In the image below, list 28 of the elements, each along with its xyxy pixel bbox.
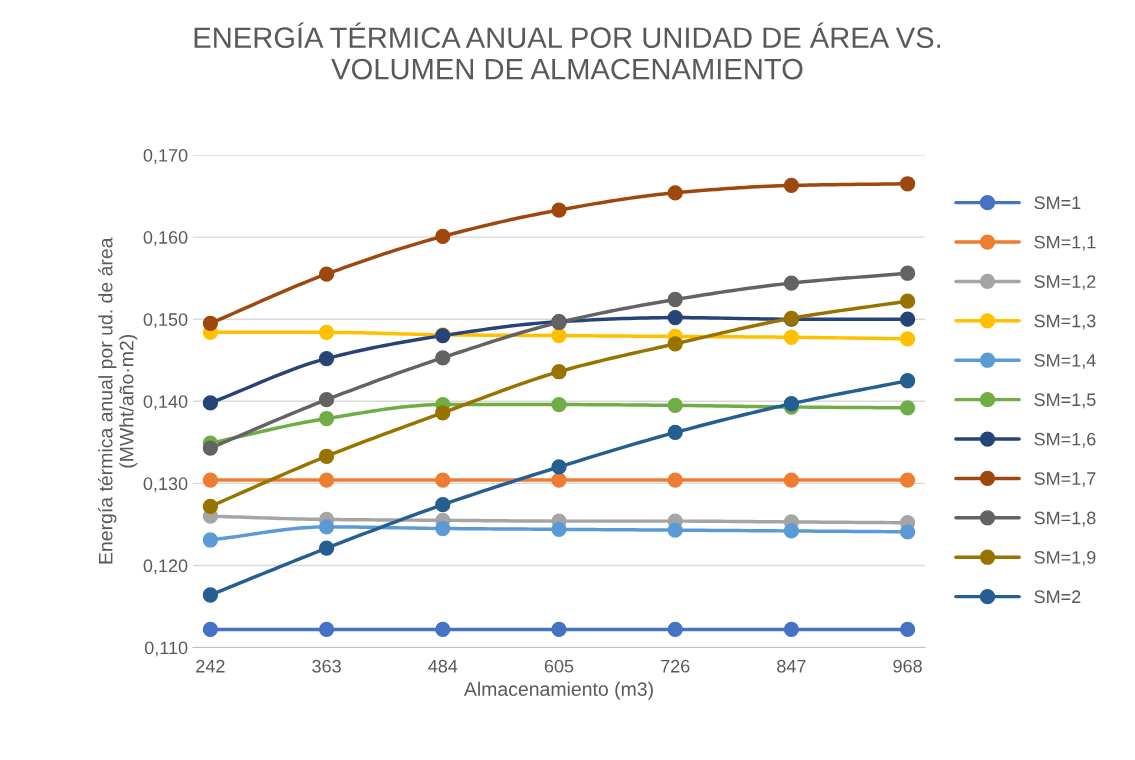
y-tick-label: 0,150	[143, 313, 188, 329]
legend-label: SM=1,8	[1034, 511, 1096, 527]
legend-label: SM=1	[1034, 196, 1081, 210]
y-tick-label: 0,130	[143, 477, 188, 493]
x-tick-label: 363	[312, 659, 341, 673]
legend-label: SM=1,7	[1034, 472, 1096, 488]
x-tick-label: 726	[661, 659, 690, 673]
legend-label: SM=1,9	[1034, 550, 1096, 566]
legend-label: SM=1,3	[1034, 314, 1096, 330]
x-tick-label: 242	[196, 659, 225, 673]
legend-label: SM=1,5	[1034, 393, 1096, 409]
x-tick-label: 968	[893, 659, 922, 673]
y-tick-label: 0,110	[144, 641, 188, 657]
legend-label: SM=1,4	[1034, 353, 1096, 369]
y-tick-label: 0,160	[143, 231, 188, 246]
legend-label: SM=1,2	[1034, 275, 1096, 291]
y-tick-label: 0,170	[143, 148, 188, 164]
x-axis-title: Almacenamiento (m3)	[463, 681, 653, 700]
y-tick-label: 0,120	[143, 559, 188, 575]
x-tick-label: 847	[777, 659, 806, 673]
legend-label: SM=2	[1034, 590, 1081, 604]
x-tick-label: 605	[544, 659, 574, 673]
legend-label: SM=1,6	[1034, 432, 1096, 448]
chart-title: ENERGÍA TÉRMICA ANUAL POR UNIDAD DE ÁREA VS. VOLUMEN DE ALMACENAMIENTO	[194, 22, 941, 80]
y-tick-label: 0,140	[143, 395, 188, 411]
y-axis-title: Energía térmica anual por ud. de área (MWht/año·m2)	[98, 237, 138, 564]
legend-label: SM=1,1	[1034, 235, 1096, 251]
x-tick-label: 484	[428, 659, 458, 673]
